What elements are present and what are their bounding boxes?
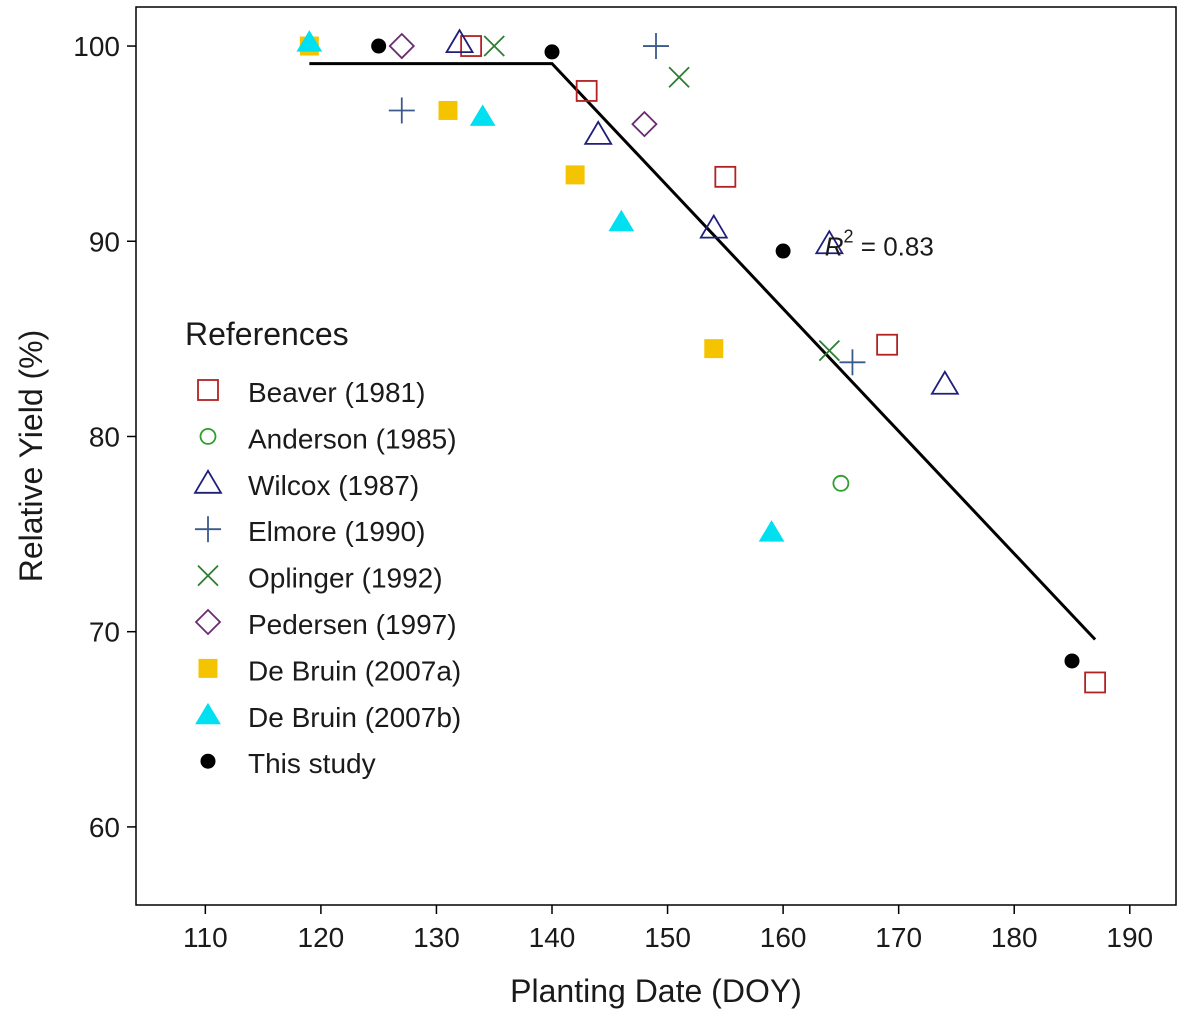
data-point: [296, 30, 323, 52]
y-tick-label: 90: [89, 226, 120, 257]
plot-frame: [135, 6, 1177, 906]
legend-marker: [193, 469, 223, 494]
x-axis: 110 120 130 140 150 160 170 180 190: [183, 905, 1153, 953]
data-point: [444, 28, 475, 54]
data-point: [930, 370, 960, 395]
legend-marker: [197, 564, 219, 587]
legend-label: Elmore (1990): [248, 516, 425, 547]
data-point: [832, 474, 850, 492]
data-point: [388, 97, 415, 124]
x-tick-label: 180: [991, 922, 1038, 953]
y-tick-label: 60: [89, 812, 120, 843]
data-point: [575, 80, 598, 102]
data-point: [608, 209, 635, 232]
data-point: [388, 32, 416, 60]
data-point: [699, 213, 729, 239]
x-tick-label: 190: [1106, 922, 1153, 953]
legend-label: Oplinger (1992): [248, 563, 443, 594]
legend-title: References: [185, 316, 349, 352]
data-point: [704, 339, 724, 359]
legend-marker: [200, 753, 216, 769]
y-axis: 60 70 80 90 100: [73, 31, 136, 843]
data-point: [668, 66, 690, 88]
legend-marker: [198, 658, 218, 678]
legend-marker: [194, 608, 222, 636]
data-point: [460, 35, 483, 57]
y-tick-label: 70: [89, 617, 120, 648]
fit-line-layer: [309, 62, 1097, 641]
legend-label: Anderson (1985): [248, 423, 457, 454]
data-point: [818, 339, 840, 362]
y-tick-label: 80: [89, 421, 120, 452]
legend-marker: [195, 702, 221, 725]
x-axis-title: Planting Date (DOY): [510, 973, 802, 1009]
legend-marker: [195, 516, 221, 543]
legend-label: De Bruin (2007a): [248, 655, 461, 686]
x-tick-label: 120: [298, 922, 345, 953]
legend-label: Pedersen (1997): [248, 609, 457, 640]
data-point: [643, 33, 669, 60]
legend-label: This study: [248, 748, 376, 779]
r-squared-annotation: R2 = 0.83: [825, 227, 934, 262]
legend-label: Wilcox (1987): [248, 470, 419, 501]
data-point: [483, 35, 505, 57]
fit-line: [309, 62, 1097, 641]
data-point: [1084, 671, 1107, 694]
x-tick-label: 110: [183, 922, 228, 953]
data-point: [438, 100, 458, 120]
data-point: [583, 120, 613, 145]
legend-label: De Bruin (2007b): [248, 702, 461, 733]
legend-marker: [197, 379, 219, 401]
data-point: [814, 229, 844, 255]
x-tick-label: 130: [413, 922, 460, 953]
data-point: [469, 104, 496, 126]
data-point: [544, 44, 560, 60]
data-points-layer: [296, 28, 1107, 694]
data-point: [565, 165, 585, 185]
legend: References Beaver (1981) Anderson (1985) W…: [185, 316, 461, 779]
data-point: [371, 38, 387, 54]
x-tick-label: 140: [529, 922, 576, 953]
legend-marker: [199, 427, 217, 445]
y-axis-title: Relative Yield (%): [13, 330, 49, 583]
x-tick-label: 170: [875, 922, 922, 953]
data-point: [714, 165, 737, 188]
data-point: [839, 349, 866, 376]
y-tick-label: 100: [73, 31, 120, 62]
data-point: [775, 243, 791, 259]
legend-label: Beaver (1981): [248, 377, 425, 408]
data-point: [758, 520, 785, 542]
x-tick-label: 150: [644, 922, 691, 953]
data-point: [876, 333, 899, 356]
x-tick-label: 160: [760, 922, 807, 953]
data-point: [1064, 653, 1080, 669]
data-point: [631, 110, 658, 138]
